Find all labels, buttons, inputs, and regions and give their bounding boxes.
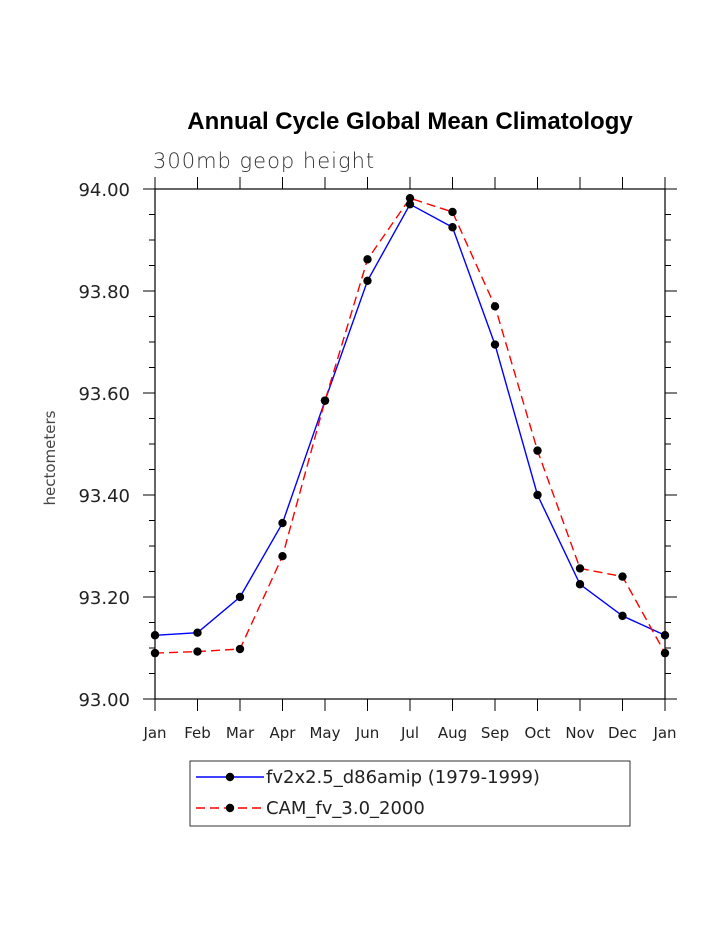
legend-marker-series-1 — [225, 772, 235, 782]
y-tick-labels: 93.00 93.20 93.40 93.60 93.80 94.00 — [78, 180, 130, 711]
data-point-series-1 — [490, 340, 500, 349]
data-point-series-2 — [278, 552, 287, 561]
data-point-series-1 — [278, 518, 287, 528]
data-point-series-2 — [193, 647, 202, 656]
data-point-series-1 — [448, 223, 457, 232]
data-point-series-2 — [448, 207, 457, 217]
data-point-series-1 — [193, 628, 202, 637]
legend-marker-series-2 — [225, 803, 235, 813]
y-tick-label: 93.60 — [78, 384, 130, 405]
x-tick-label: Mar — [226, 724, 255, 742]
data-point-series-2 — [575, 564, 585, 573]
legend-label-series-2: CAM_fv_3.0_2000 — [266, 798, 425, 819]
x-tick-labels: Jan Feb Mar Apr May Jun Jul Aug Sep Oct Nov Dec Jan — [142, 724, 676, 742]
x-tick-label: Dec — [608, 724, 637, 742]
legend-label-series-1: fv2x2.5_d86amip (1979-1999) — [266, 767, 540, 788]
x-tick-label: May — [309, 724, 340, 742]
data-point-series-1 — [533, 490, 542, 500]
x-tick-label: Jan — [652, 724, 676, 742]
data-point-series-1 — [405, 200, 415, 209]
data-point-series-2 — [320, 396, 330, 405]
x-tick-label: Apr — [270, 724, 297, 742]
data-point-series-2 — [660, 648, 670, 658]
y-tick-label: 94.00 — [78, 180, 130, 201]
x-tick-label: Jun — [355, 724, 379, 742]
x-tick-label: Nov — [565, 724, 594, 742]
x-tick-label: Feb — [184, 724, 211, 742]
data-point-series-1 — [575, 580, 585, 589]
x-tick-label: Jul — [400, 724, 419, 742]
y-axis-label: hectometers — [41, 410, 59, 505]
data-point-series-2 — [618, 572, 627, 581]
y-tick-label: 93.20 — [78, 588, 130, 609]
x-tick-label: Oct — [525, 724, 551, 742]
data-point-series-1 — [618, 611, 627, 621]
data-point-series-1 — [363, 276, 372, 285]
legend-box — [189, 760, 631, 827]
y-tick-label: 93.00 — [78, 690, 130, 711]
data-point-series-2 — [150, 648, 160, 658]
data-point-series-2 — [533, 446, 542, 455]
data-point-series-1 — [660, 631, 670, 640]
data-point-series-2 — [405, 193, 415, 203]
series-layer — [150, 193, 670, 658]
y-tick-label: 93.80 — [78, 282, 130, 303]
chart-title: Annual Cycle Global Mean Climatology — [187, 108, 633, 135]
series-line-2 — [154, 197, 666, 654]
data-point-series-2 — [235, 644, 245, 654]
x-tick-label: Jan — [142, 724, 166, 742]
axis-ticks — [143, 177, 677, 711]
data-point-series-1 — [235, 592, 245, 602]
x-tick-label: Aug — [438, 724, 467, 742]
chart-subtitle: 300mb geop height — [153, 149, 375, 173]
data-point-series-2 — [363, 255, 372, 264]
y-tick-label: 93.40 — [78, 486, 130, 507]
data-point-series-2 — [490, 302, 500, 311]
x-tick-label: Sep — [481, 724, 509, 742]
data-point-series-1 — [150, 631, 160, 640]
legend: fv2x2.5_d86amip (1979-1999) CAM_fv_3.0_2… — [189, 760, 631, 827]
plot-area — [154, 188, 666, 700]
